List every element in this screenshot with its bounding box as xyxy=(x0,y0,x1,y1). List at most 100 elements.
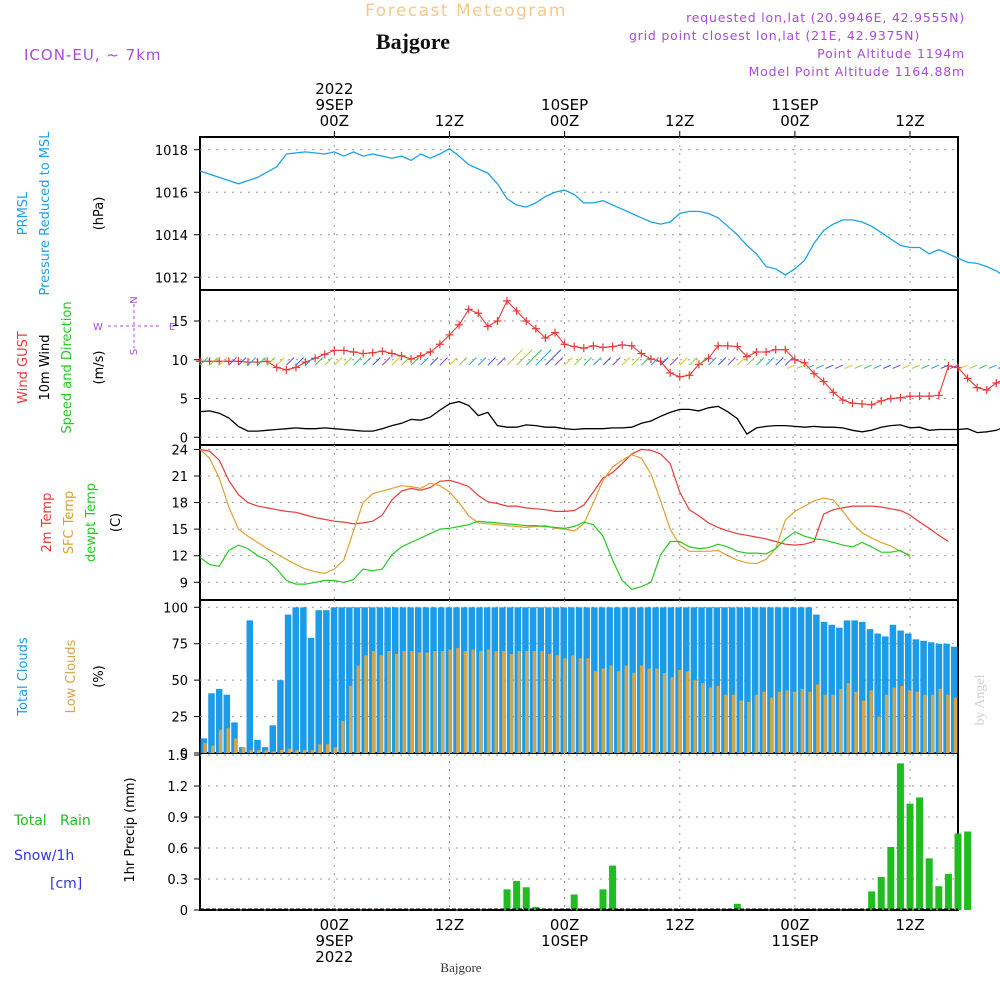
low-cloud-bar xyxy=(632,672,636,753)
wind-direction-arrow xyxy=(921,364,930,369)
low-cloud-bar xyxy=(402,651,406,753)
gust-marker xyxy=(781,345,790,354)
total-cloud-bar xyxy=(744,607,751,753)
rain-bar xyxy=(532,906,540,910)
wind-direction-arrow xyxy=(844,364,853,369)
gust-marker xyxy=(637,349,646,358)
gust-marker xyxy=(339,346,348,355)
low-cloud-bar xyxy=(486,649,490,753)
gust-marker xyxy=(925,392,934,401)
low-cloud-bar xyxy=(593,671,598,753)
precip-label-total-rain: Total Rain xyxy=(13,813,91,829)
rain-bar xyxy=(733,903,741,910)
low-cloud-bar xyxy=(325,744,330,753)
requested-coords: requested lon,lat (20.9946E, 42.9555N) xyxy=(686,10,965,25)
low-cloud-bar xyxy=(494,651,498,753)
total-cloud-bar xyxy=(705,607,713,753)
wind-direction-arrow xyxy=(911,364,920,369)
total-cloud-bar xyxy=(759,607,767,753)
low-cloud-bar xyxy=(808,691,812,753)
low-cloud-bar xyxy=(295,750,299,753)
wind-direction-arrow xyxy=(756,357,765,366)
low-cloud-bar xyxy=(953,697,958,753)
gust-marker xyxy=(531,324,540,333)
wind-direction-arrow xyxy=(930,364,940,369)
gust-marker xyxy=(359,349,368,358)
wind-direction-arrow xyxy=(650,357,660,366)
low-cloud-bar xyxy=(517,651,521,753)
wind-direction-arrow xyxy=(959,364,968,369)
wind-direction-arrow xyxy=(429,357,439,366)
gust-marker xyxy=(915,392,924,401)
low-cloud-bar xyxy=(670,677,674,753)
low-cloud-bar xyxy=(440,651,445,753)
wind-direction-arrow xyxy=(468,357,477,366)
low-cloud-bar xyxy=(203,742,207,753)
gust-marker xyxy=(752,348,761,356)
pressure-unit-label: (hPa) xyxy=(92,197,107,231)
wind-direction-arrow xyxy=(525,349,542,366)
wind-direction-arrow xyxy=(940,364,949,369)
wind-direction-arrow xyxy=(199,357,209,366)
wind-direction-arrow xyxy=(765,357,775,366)
wind-direction-arrow xyxy=(863,364,872,369)
low-cloud-bar xyxy=(823,694,827,753)
total-cloud-bar xyxy=(851,620,858,753)
clouds-tick-label: 0 xyxy=(180,747,188,762)
wind-direction-arrow xyxy=(679,357,688,366)
low-cloud-bar xyxy=(547,653,552,753)
total-cloud-bar xyxy=(751,607,759,753)
bottom-time-label: 12Z xyxy=(895,916,924,934)
top-time-label: 00Z xyxy=(320,112,349,130)
precip-label-snow: Snow/1h xyxy=(14,848,74,864)
wind-direction-arrow xyxy=(902,364,911,369)
rain-bar xyxy=(503,889,511,910)
wind-direction-arrow xyxy=(420,357,429,366)
low-cloud-bar xyxy=(846,683,850,753)
wind-direction-arrow xyxy=(593,357,602,366)
total-cloud-bar xyxy=(246,620,254,753)
total-cloud-bar xyxy=(231,722,238,753)
low-cloud-bar xyxy=(356,665,360,753)
gust-marker xyxy=(349,348,358,356)
low-cloud-bar xyxy=(341,720,345,753)
temp-unit-label: (C) xyxy=(109,513,124,532)
low-cloud-bar xyxy=(747,702,751,753)
low-cloud-bar xyxy=(655,668,659,753)
gust-marker xyxy=(512,306,521,315)
gust-marker xyxy=(493,317,502,325)
wind-direction-arrow xyxy=(477,357,487,366)
gust-marker xyxy=(263,357,272,366)
gust-marker xyxy=(771,345,780,354)
low-cloud-bar xyxy=(777,691,781,753)
wind-direction-arrow xyxy=(688,357,698,366)
clouds-label-line: Low Clouds xyxy=(64,639,79,713)
total-cloud-bar xyxy=(307,637,315,753)
temp-2m-line xyxy=(199,448,949,546)
gust-marker xyxy=(205,357,214,366)
bottom-time-label: 12Z xyxy=(435,916,464,934)
wind-direction-arrow xyxy=(882,364,892,369)
gust-marker xyxy=(963,374,972,383)
wind-direction-arrow xyxy=(362,357,372,366)
wind-direction-arrow xyxy=(988,364,997,369)
low-cloud-bar xyxy=(249,750,253,753)
wind-direction-arrow xyxy=(545,349,562,366)
wind-direction-arrow xyxy=(854,364,863,369)
rain-bar xyxy=(887,846,895,910)
clouds-label-line: Total Clouds xyxy=(16,637,31,717)
low-cloud-bar xyxy=(639,665,644,753)
wind-direction-arrow xyxy=(458,357,468,366)
wind-direction-arrow xyxy=(641,357,650,366)
credit-watermark: by Angel xyxy=(973,674,988,725)
low-cloud-bar xyxy=(234,738,238,753)
total-cloud-bar xyxy=(820,621,828,753)
total-cloud-bar xyxy=(774,607,782,753)
temp-tick-label: 9 xyxy=(180,576,188,591)
total-cloud-bar xyxy=(797,607,805,753)
wind-label-line: Wind GUST xyxy=(16,331,31,404)
low-cloud-bar xyxy=(310,750,314,753)
top-time-label: 11SEP xyxy=(771,96,818,114)
low-cloud-bar xyxy=(570,655,575,753)
gust-marker xyxy=(551,328,560,337)
